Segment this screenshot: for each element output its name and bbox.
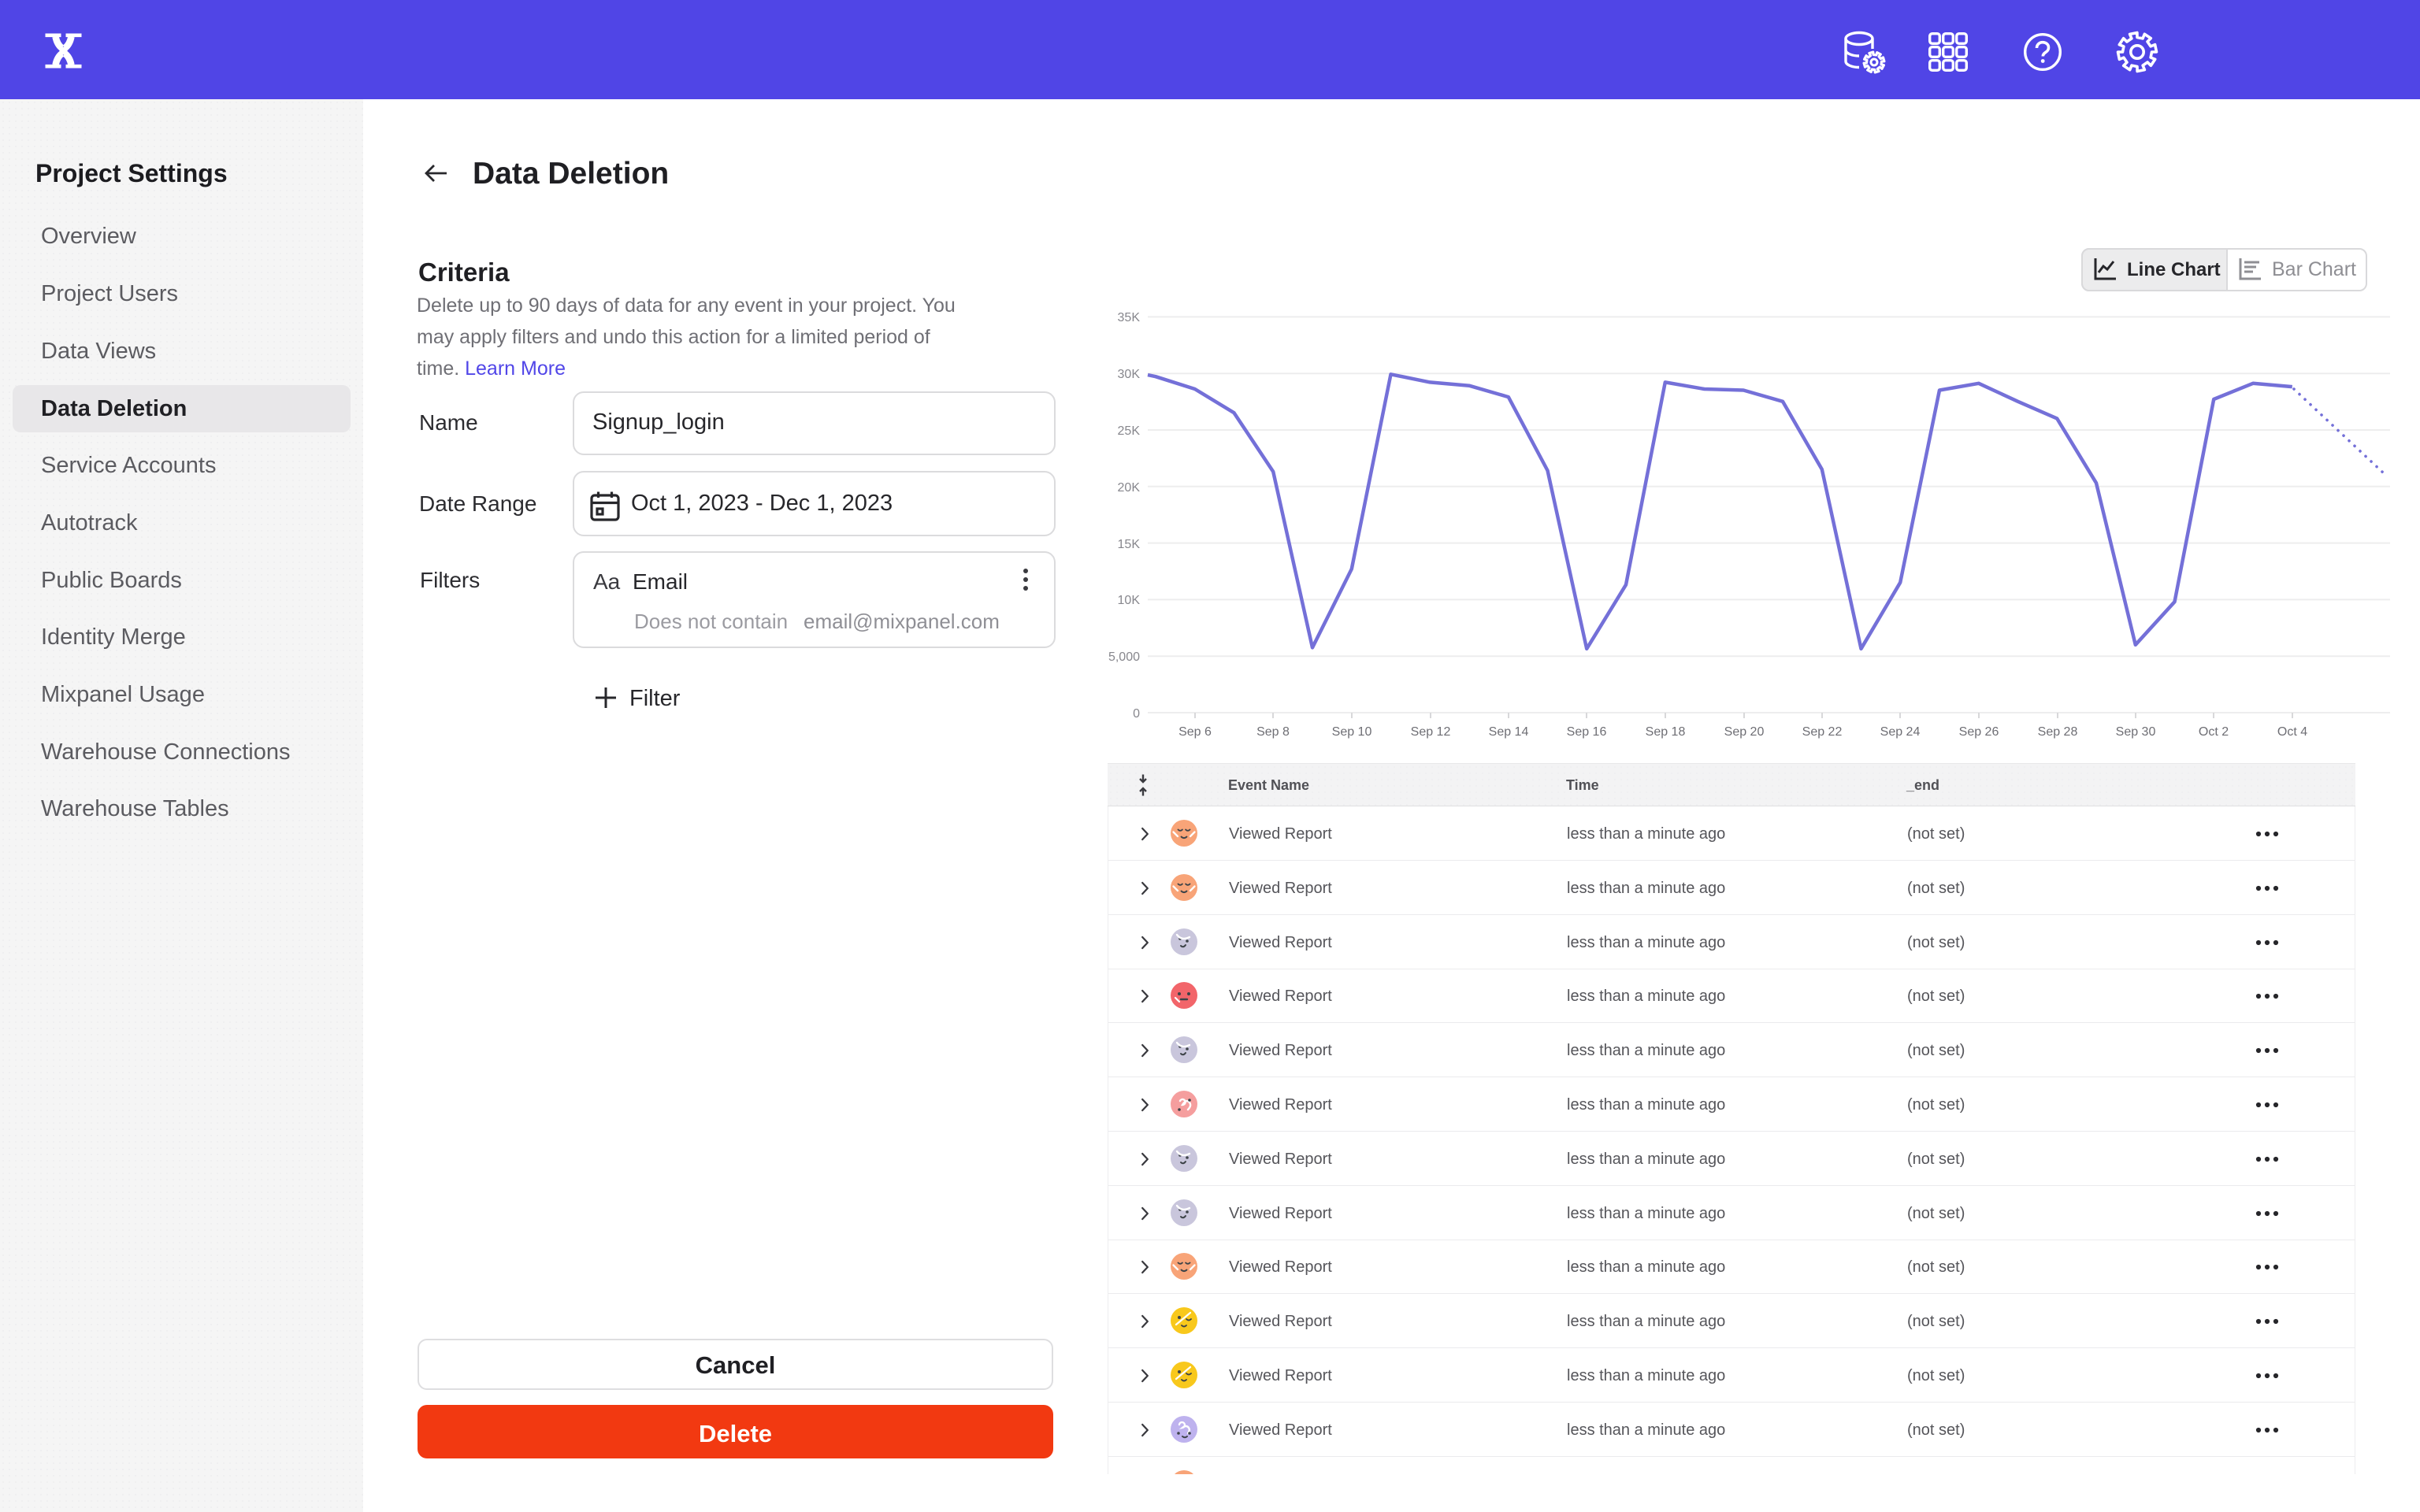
svg-text:15K: 15K — [1118, 538, 1141, 551]
svg-text:Sep 20: Sep 20 — [1724, 725, 1765, 739]
svg-text:35K: 35K — [1118, 311, 1141, 324]
svg-text:Oct 4: Oct 4 — [2277, 725, 2307, 739]
svg-text:Sep 10: Sep 10 — [1332, 725, 1372, 739]
svg-text:Sep 22: Sep 22 — [1802, 725, 1843, 739]
svg-text:Sep 24: Sep 24 — [1880, 725, 1921, 739]
svg-text:5,000: 5,000 — [1108, 650, 1140, 664]
svg-text:0: 0 — [1133, 707, 1140, 721]
svg-text:Sep 12: Sep 12 — [1411, 725, 1451, 739]
svg-text:Sep 26: Sep 26 — [1959, 725, 1999, 739]
svg-text:30K: 30K — [1118, 368, 1141, 381]
svg-text:Sep 18: Sep 18 — [1646, 725, 1686, 739]
svg-text:10K: 10K — [1118, 594, 1141, 607]
svg-text:Sep 14: Sep 14 — [1489, 725, 1529, 739]
svg-text:Oct 2: Oct 2 — [2199, 725, 2229, 739]
svg-text:Sep 16: Sep 16 — [1567, 725, 1607, 739]
svg-text:Sep 8: Sep 8 — [1256, 725, 1290, 739]
svg-text:Sep 30: Sep 30 — [2116, 725, 2156, 739]
svg-text:Sep 28: Sep 28 — [2038, 725, 2078, 739]
svg-text:20K: 20K — [1118, 481, 1141, 495]
svg-text:Sep 6: Sep 6 — [1178, 725, 1212, 739]
svg-text:25K: 25K — [1118, 424, 1141, 438]
